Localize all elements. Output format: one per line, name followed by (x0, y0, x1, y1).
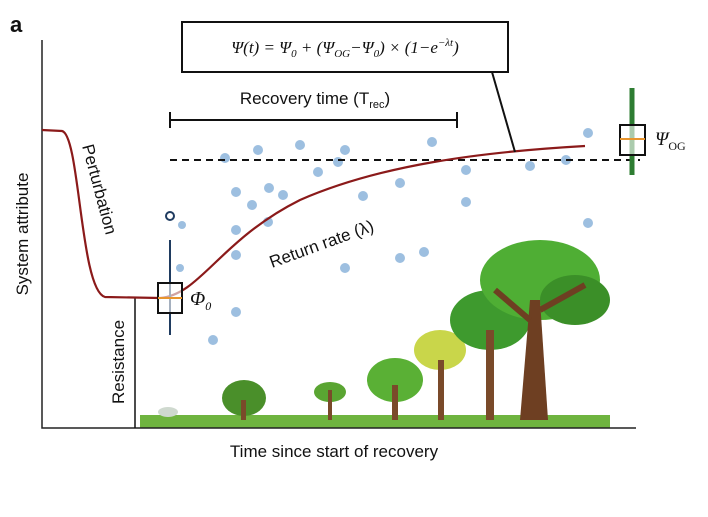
axes (41, 40, 636, 429)
initial-boxplot (157, 211, 183, 335)
perturbation-label: Perturbation (78, 142, 120, 236)
x-axis-label: Time since start of recovery (230, 442, 439, 461)
formula-sub: 0 (374, 48, 380, 60)
og-boxplot (619, 88, 646, 175)
trajectory (41, 128, 586, 300)
return-rate-label: Return rate (λ) (267, 216, 376, 271)
resistance-label: Resistance (109, 320, 128, 404)
formula-sub: OG (334, 48, 350, 60)
label-sub: rec (369, 99, 385, 111)
label-sub: 0 (205, 299, 211, 313)
label-part: ) (385, 89, 391, 108)
formula-part: ) (452, 38, 459, 57)
formula-part: ) × (1−e (378, 38, 438, 57)
label-part: Ψ (655, 129, 670, 150)
formula-part: Ψ(t) = Ψ (231, 38, 293, 57)
initial-label: Φ0 (190, 288, 211, 313)
observations (176, 128, 593, 345)
recovery-time: Recovery time (Trec) (240, 89, 390, 111)
panel-label: a (10, 12, 23, 37)
label-part: Recovery time (T (240, 89, 369, 108)
recovery-bracket (169, 112, 458, 128)
label-part: Φ (190, 288, 205, 310)
y-axis-label: System attribute (13, 173, 32, 296)
formula-box (181, 21, 509, 73)
formula-sup: −λt (438, 37, 454, 49)
label-sub: OG (668, 139, 686, 153)
og-label: ΨOG (655, 129, 686, 153)
formula-pointer (491, 71, 516, 153)
formula: Ψ(t) = Ψ0 + (ΨOG−Ψ0) × (1−e−λt) (231, 37, 459, 60)
formula-part: + (Ψ (297, 38, 337, 57)
formula-part: −Ψ (350, 38, 375, 57)
formula-sub: 0 (291, 48, 297, 60)
forest (140, 240, 610, 428)
